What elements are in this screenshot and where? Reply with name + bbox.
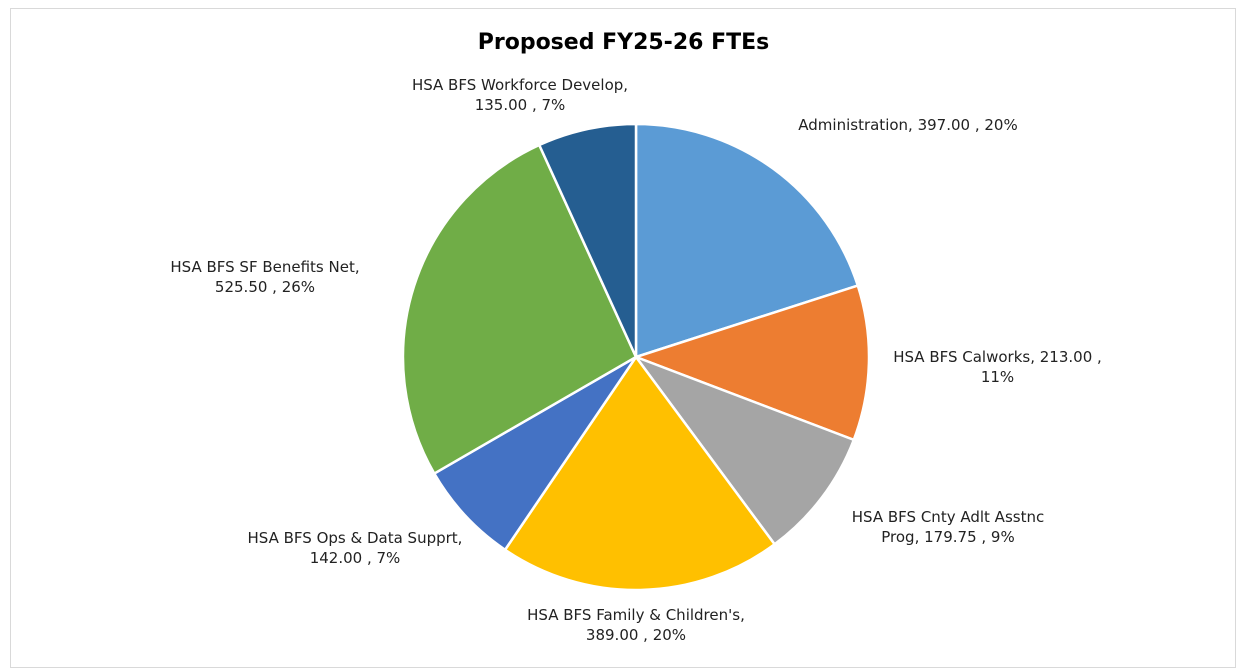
- data-label: HSA BFS SF Benefits Net, 525.50 , 26%: [155, 257, 375, 297]
- label-category: Administration: [798, 116, 909, 134]
- label-value: , 179.75 , 9%: [914, 528, 1015, 546]
- pie-slice: [537, 122, 638, 358]
- pie-slice: [632, 354, 856, 547]
- label-value: , 213.00 , 11%: [980, 348, 1102, 386]
- label-value: , 142.00 , 7%: [309, 529, 463, 567]
- label-category: HSA BFS Workforce Develop: [411, 76, 624, 94]
- label-category: HSA BFS Calworks: [893, 348, 1031, 366]
- data-label: HSA BFS Family & Children's, 389.00 , 20…: [520, 605, 752, 645]
- pie-slice: [634, 122, 860, 359]
- label-category: HSA BFS Family & Children's: [527, 606, 741, 624]
- chart: [401, 122, 871, 592]
- label-category: HSA BFS Ops & Data Supprt: [247, 529, 458, 547]
- pie-slice: [503, 354, 777, 592]
- label-value: , 135.00 , 7%: [474, 76, 629, 114]
- page: Proposed FY25-26 FTEs (() => { const dat…: [10, 8, 1236, 668]
- data-label: HSA BFS Calworks, 213.00 , 11%: [885, 347, 1110, 387]
- data-label: HSA BFS Cnty Adlt Asstnc Prog, 179.75 , …: [838, 507, 1058, 547]
- pie-slice: [401, 143, 638, 476]
- label-category: HSA BFS SF Benefits Net: [170, 258, 355, 276]
- data-label: HSA BFS Workforce Develop, 135.00 , 7%: [405, 75, 635, 115]
- label-category: HSA BFS Cnty Adlt Asstnc Prog: [851, 508, 1045, 546]
- label-value: , 397.00 , 20%: [908, 116, 1018, 134]
- label-value: , 389.00 , 20%: [585, 606, 745, 644]
- pie-slice: [432, 355, 638, 552]
- data-label: HSA BFS Ops & Data Supprt, 142.00 , 7%: [245, 528, 465, 568]
- pie-slice: [632, 283, 871, 442]
- label-value: , 525.50 , 26%: [214, 258, 360, 296]
- chart-title: Proposed FY25-26 FTEs: [477, 30, 770, 55]
- data-label: Administration, 397.00 , 20%: [788, 115, 1028, 135]
